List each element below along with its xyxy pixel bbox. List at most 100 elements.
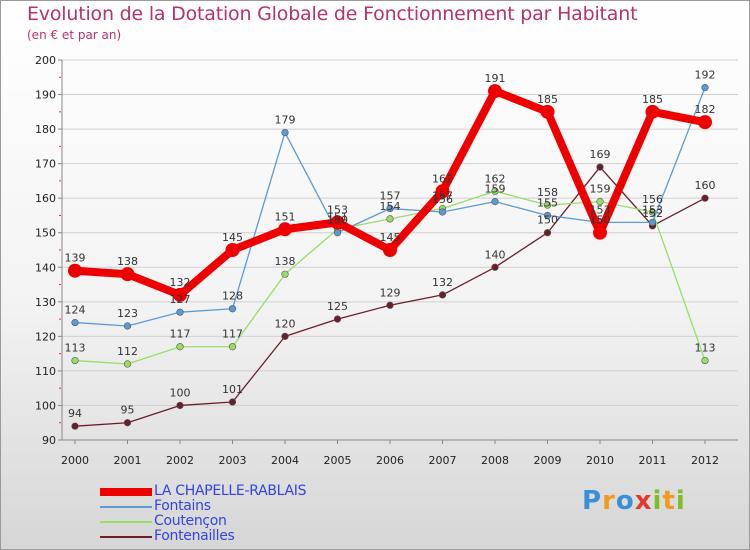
data-point xyxy=(123,419,132,427)
data-label: 132 xyxy=(432,276,453,289)
data-point xyxy=(543,211,552,220)
data-point xyxy=(648,218,657,226)
legend-item: Coutençon xyxy=(100,514,420,529)
data-label: 157 xyxy=(380,190,401,203)
data-point xyxy=(543,229,552,237)
data-point xyxy=(593,225,607,240)
data-point xyxy=(386,215,394,223)
data-label: 120 xyxy=(275,317,296,330)
data-point xyxy=(176,308,184,316)
data-point xyxy=(596,198,604,206)
chart-title: Evolution de la Dotation Globale de Fonc… xyxy=(27,3,638,25)
data-point xyxy=(383,243,397,257)
y-tick-label: 140 xyxy=(35,261,56,274)
legend-swatch xyxy=(100,521,152,523)
proxiti-logo: Proxiti xyxy=(582,486,686,516)
data-label: 128 xyxy=(222,290,243,303)
data-label: 158 xyxy=(537,186,558,199)
data-point xyxy=(386,301,394,309)
logo-letter: i xyxy=(652,486,663,516)
data-point xyxy=(491,198,499,206)
data-point xyxy=(438,208,447,216)
x-tick-label: 2007 xyxy=(429,454,457,467)
y-tick-label: 180 xyxy=(35,123,56,136)
data-label: 94 xyxy=(68,407,82,420)
data-label: 179 xyxy=(275,114,296,127)
data-point xyxy=(435,184,450,199)
legend-label: Fontains xyxy=(154,498,211,514)
y-tick-label: 170 xyxy=(35,158,56,171)
data-label: 113 xyxy=(65,342,86,355)
data-point xyxy=(596,163,604,171)
data-label: 123 xyxy=(117,307,138,320)
data-point xyxy=(120,267,135,282)
chart-subtitle: (en € et par an) xyxy=(27,28,122,42)
data-point xyxy=(281,332,289,340)
data-point xyxy=(173,287,187,302)
logo-letter: P xyxy=(582,486,603,516)
y-tick-label: 190 xyxy=(35,89,56,102)
data-label: 117 xyxy=(170,328,191,341)
data-point xyxy=(71,422,79,430)
data-label: 151 xyxy=(275,210,296,223)
logo-letter: r xyxy=(602,486,616,516)
data-point xyxy=(438,291,447,299)
data-point xyxy=(228,343,237,351)
data-label: 124 xyxy=(65,304,86,317)
logo-letter: o xyxy=(615,486,635,516)
logo-letter: x xyxy=(634,486,653,516)
data-label: 138 xyxy=(275,255,296,268)
data-point xyxy=(225,243,240,257)
data-point xyxy=(333,315,342,323)
data-point xyxy=(71,356,79,365)
data-point xyxy=(228,305,237,313)
data-point xyxy=(648,208,657,216)
data-point xyxy=(488,84,502,99)
data-label: 169 xyxy=(590,148,611,161)
data-label: 140 xyxy=(485,248,506,261)
data-label: 138 xyxy=(117,255,138,268)
y-tick-label: 150 xyxy=(35,227,56,240)
data-point xyxy=(491,263,499,271)
data-label: 191 xyxy=(485,72,506,85)
data-label: 151 xyxy=(327,210,348,223)
data-point xyxy=(543,201,552,209)
data-label: 145 xyxy=(380,231,401,244)
legend-label: Fontenailles xyxy=(154,528,235,544)
data-point xyxy=(645,104,660,119)
y-tick-label: 100 xyxy=(35,399,56,412)
data-label: 150 xyxy=(327,214,348,227)
data-point xyxy=(228,398,237,406)
data-label: 117 xyxy=(222,328,243,341)
data-label: 101 xyxy=(222,383,243,396)
data-label: 112 xyxy=(117,345,138,358)
data-label: 162 xyxy=(485,172,506,185)
data-point xyxy=(278,222,292,237)
data-point xyxy=(491,187,499,195)
legend-item: Fontains xyxy=(100,499,420,514)
data-label: 132 xyxy=(170,276,191,289)
data-label: 156 xyxy=(432,193,453,206)
x-tick-label: 2002 xyxy=(166,454,194,467)
data-point xyxy=(71,318,79,327)
data-label: 185 xyxy=(537,93,558,106)
data-label: 192 xyxy=(695,69,716,82)
x-tick-label: 2009 xyxy=(534,454,562,467)
x-tick-label: 2005 xyxy=(324,454,352,467)
data-point xyxy=(330,215,345,230)
data-label: 150 xyxy=(537,214,558,227)
data-point xyxy=(701,356,709,365)
data-point xyxy=(701,194,709,202)
data-point xyxy=(176,343,184,351)
logo-letter: i xyxy=(675,486,686,516)
legend-item: LA CHAPELLE-RABLAIS xyxy=(100,484,420,499)
x-tick-label: 2004 xyxy=(271,454,299,467)
x-tick-label: 2003 xyxy=(219,454,247,467)
legend-label: Coutençon xyxy=(154,513,227,529)
x-tick-label: 2000 xyxy=(61,454,89,467)
data-point xyxy=(540,104,555,119)
data-label: 157 xyxy=(432,190,453,203)
data-point xyxy=(333,229,342,237)
data-label: 156 xyxy=(642,193,663,206)
